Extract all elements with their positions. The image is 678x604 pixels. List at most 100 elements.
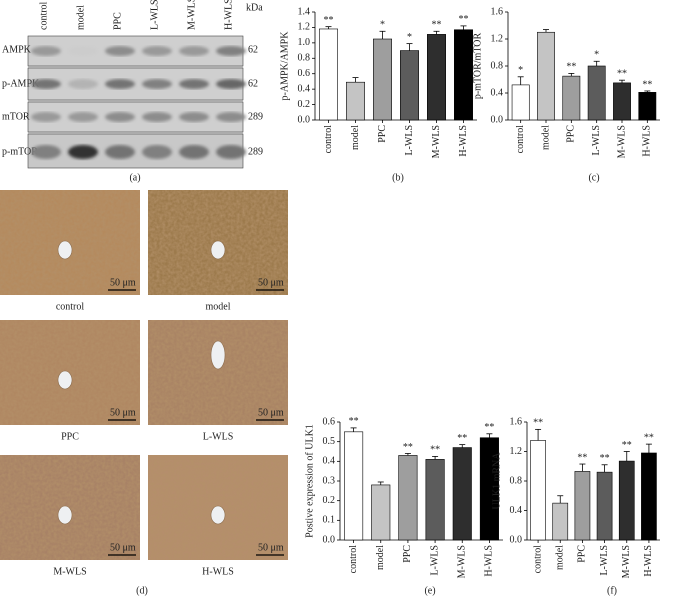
bar (344, 431, 364, 541)
y-axis-label: p-AMPK/AMPK (279, 31, 290, 101)
significance: ** (644, 432, 654, 443)
x-tick-label: H-WLS (643, 545, 654, 577)
y-tick-label: 1.0 (298, 37, 311, 48)
blot-unit: kDa (246, 2, 263, 13)
blot-row-label: p-mTOR (2, 146, 38, 157)
y-tick-label: 0.6 (298, 68, 311, 79)
bar (537, 31, 555, 121)
x-tick-label: L-WLS (404, 125, 415, 156)
significance: ** (349, 416, 359, 427)
x-tick-label: M-WLS (621, 545, 632, 578)
significance: * (407, 32, 412, 43)
x-tick-label: PPC (566, 125, 577, 143)
panel-label: (f) (607, 585, 617, 596)
blot-band (68, 112, 98, 122)
blot-band (216, 145, 246, 159)
blot-row-label: p-AMPK (2, 78, 40, 89)
bar (562, 75, 581, 121)
blot-lane-label: control (38, 1, 49, 30)
bar (398, 455, 418, 541)
y-axis-label: p-mTOR/mTOR (472, 33, 483, 100)
central-vein (210, 505, 226, 525)
panel-label: (d) (136, 585, 148, 596)
x-tick-label: L-WLS (599, 545, 610, 576)
x-tick-label: control (515, 125, 526, 154)
bar (425, 459, 445, 541)
blot-band (68, 145, 98, 159)
micrograph-texture (148, 320, 288, 425)
central-vein (57, 370, 73, 390)
y-tick-label: 1.6 (510, 416, 523, 427)
x-tick-label: PPC (377, 125, 388, 143)
blot-lane-label: H-WLS (223, 0, 234, 30)
significance: ** (617, 68, 627, 79)
blot-weight: 62 (248, 78, 258, 89)
significance: ** (459, 14, 469, 25)
scale-bar-label: 50 μm (110, 277, 136, 288)
micrograph-label: control (56, 301, 85, 312)
micrograph-label: PPC (61, 431, 79, 442)
blot-weight: 289 (248, 146, 263, 157)
significance: * (594, 50, 599, 61)
blot-row-label: AMPK (2, 44, 32, 55)
bar (454, 29, 473, 121)
y-tick-label: 0.1 (323, 515, 336, 526)
bar (613, 82, 631, 121)
y-tick-label: 0.8 (510, 475, 523, 486)
blot-band (68, 79, 98, 89)
blot-lane-label: M-WLS (186, 0, 197, 30)
blot-band (31, 79, 61, 89)
y-tick-label: 1.2 (491, 33, 504, 44)
blot-band (31, 46, 61, 56)
micrograph-texture (0, 190, 140, 295)
x-tick-label: M-WLS (431, 125, 442, 158)
western-blot: AMPK p-AMPK mTOR p-mTOR 62 62 289 289 kD… (2, 0, 263, 169)
blot-band (105, 145, 135, 159)
histology: 50 μm control 50 μm model 50 μm PPC 50 μm L-WLS… (0, 190, 288, 577)
blot-band (216, 112, 246, 122)
bar (574, 471, 591, 541)
y-tick-label: 0.4 (510, 505, 523, 516)
scale-bar-label: 50 μm (110, 542, 136, 553)
y-tick-label: 0.2 (323, 495, 336, 506)
bar (618, 460, 635, 541)
y-tick-label: 0.5 (323, 436, 336, 447)
y-tick-label: 0.2 (298, 99, 311, 110)
y-tick-label: 0.0 (510, 534, 523, 545)
x-tick-label: model (350, 125, 361, 150)
blot-band (105, 79, 135, 89)
scale-bar-label: 50 μm (258, 277, 284, 288)
x-tick-label: control (348, 545, 359, 574)
significance: ** (484, 422, 494, 433)
y-tick-label: 0.8 (491, 60, 504, 71)
bar (346, 81, 365, 121)
y-tick-label: 1.2 (510, 446, 523, 457)
y-tick-label: 1.6 (491, 6, 504, 17)
bar (596, 471, 613, 541)
y-tick-label: 0.3 (323, 475, 336, 486)
blot-band (179, 46, 209, 56)
blot-lane-label: model (75, 5, 86, 30)
significance: * (380, 20, 385, 31)
x-tick-label: M-WLS (457, 545, 468, 578)
y-axis-label: Postive expression of ULK1 (304, 424, 315, 538)
x-tick-label: control (532, 545, 543, 574)
bar (373, 38, 392, 121)
blot-lane-label: L-WLS (149, 0, 160, 30)
central-vein (57, 505, 73, 525)
significance: ** (324, 15, 334, 26)
blot-band (31, 112, 61, 122)
y-tick-label: 0.0 (491, 114, 504, 125)
micrograph-texture (0, 455, 140, 560)
x-tick-label: control (323, 125, 334, 154)
x-tick-label: PPC (402, 545, 413, 563)
panel-label: (b) (392, 172, 404, 183)
blot-band (31, 145, 61, 159)
y-tick-label: 1.2 (298, 22, 311, 33)
y-axis-label: ULK1 mRNA (491, 452, 502, 510)
scale-bar-label: 50 μm (258, 542, 284, 553)
bar (552, 502, 569, 541)
panel-label: (e) (424, 585, 435, 596)
blot-band (105, 112, 135, 122)
